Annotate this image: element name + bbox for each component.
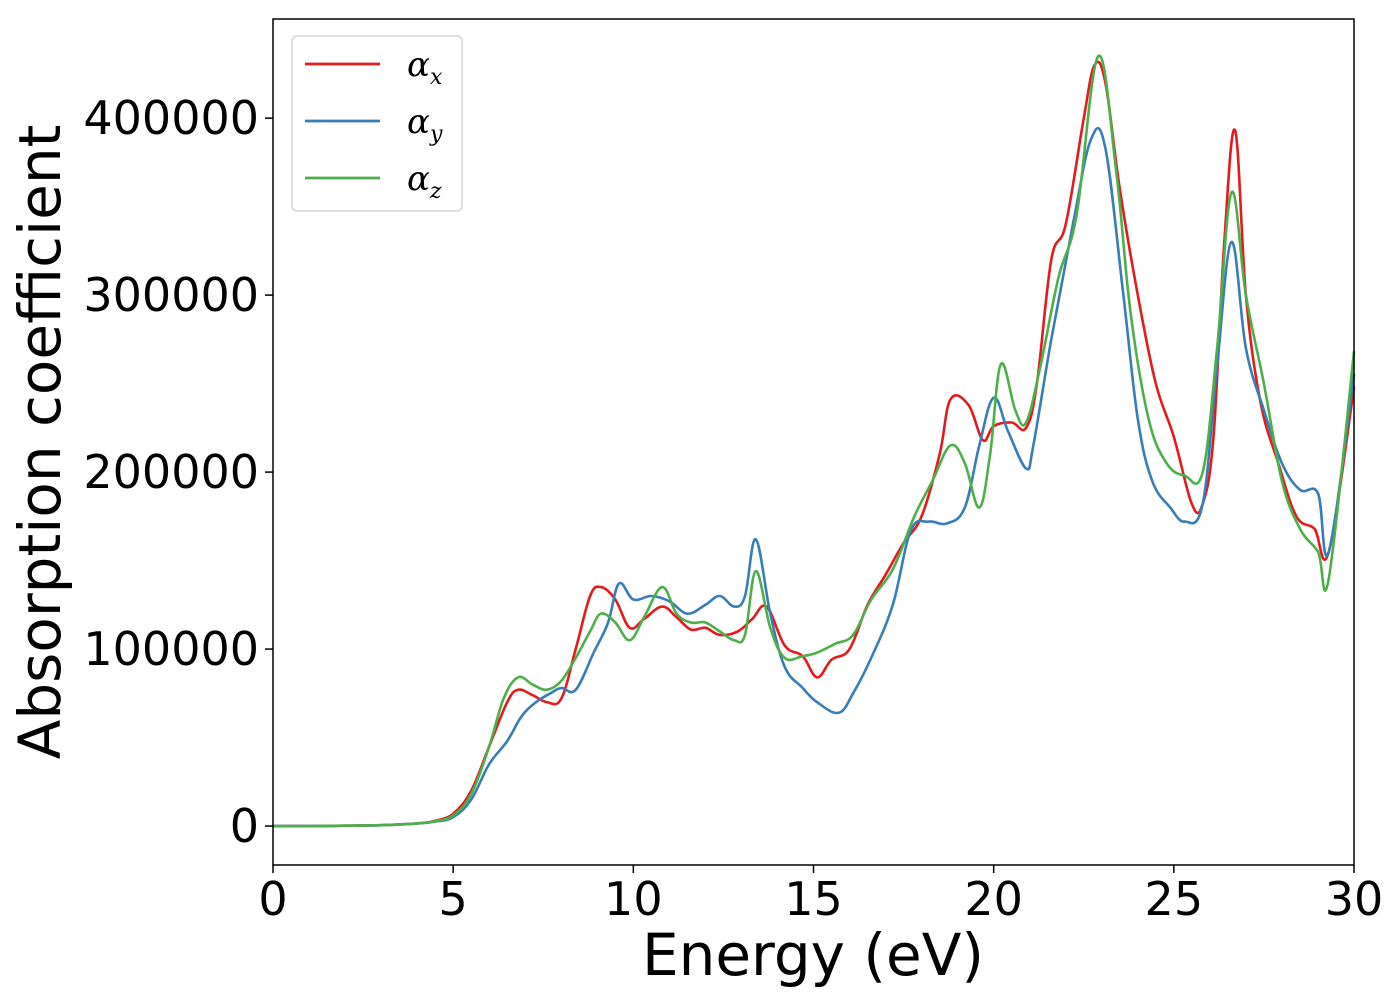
series-line-y — [271, 126, 1356, 828]
legend-label-x: αx — [407, 45, 443, 90]
x-tick-label: 20 — [964, 872, 1023, 926]
y-tick-label: 200000 — [83, 445, 259, 499]
x-tick-label: 10 — [604, 872, 663, 926]
x-tick-label: 30 — [1325, 872, 1384, 926]
y-tick-label: 100000 — [83, 622, 259, 676]
x-tick-label: 25 — [1145, 872, 1204, 926]
x-axis-title: Energy (eV) — [642, 921, 984, 989]
y-tick-label: 0 — [230, 799, 259, 853]
y-tick-label: 300000 — [83, 268, 259, 322]
y-axis-title: Absorption coefficient — [6, 125, 74, 760]
y-tick-label: 400000 — [83, 91, 259, 145]
y-axis: 0 100000 200000 300000 400000 — [83, 91, 273, 853]
x-tick-label: 0 — [258, 872, 287, 926]
x-tick-label: 5 — [439, 872, 468, 926]
legend: αx αy αz — [291, 35, 463, 212]
series-layer — [271, 54, 1356, 828]
legend-label-z: αz — [407, 159, 442, 204]
x-axis: 0 5 10 15 20 25 30 — [258, 865, 1383, 926]
series-line-z — [271, 54, 1356, 828]
x-tick-label: 15 — [784, 872, 843, 926]
legend-box — [291, 35, 463, 212]
legend-label-y: αy — [407, 102, 443, 147]
